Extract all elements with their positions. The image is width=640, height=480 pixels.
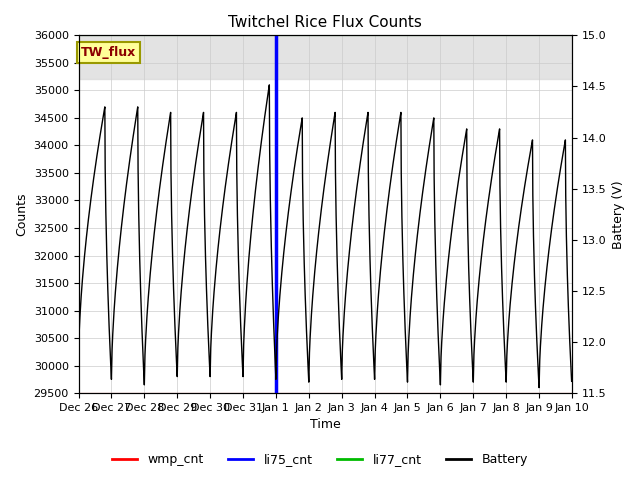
- Y-axis label: Counts: Counts: [15, 192, 28, 236]
- Legend: wmp_cnt, li75_cnt, li77_cnt, Battery: wmp_cnt, li75_cnt, li77_cnt, Battery: [107, 448, 533, 471]
- X-axis label: Time: Time: [310, 419, 340, 432]
- Y-axis label: Battery (V): Battery (V): [612, 180, 625, 249]
- Text: TW_flux: TW_flux: [81, 46, 136, 59]
- Bar: [79, 36, 572, 79]
- Title: Twitchel Rice Flux Counts: Twitchel Rice Flux Counts: [228, 15, 422, 30]
